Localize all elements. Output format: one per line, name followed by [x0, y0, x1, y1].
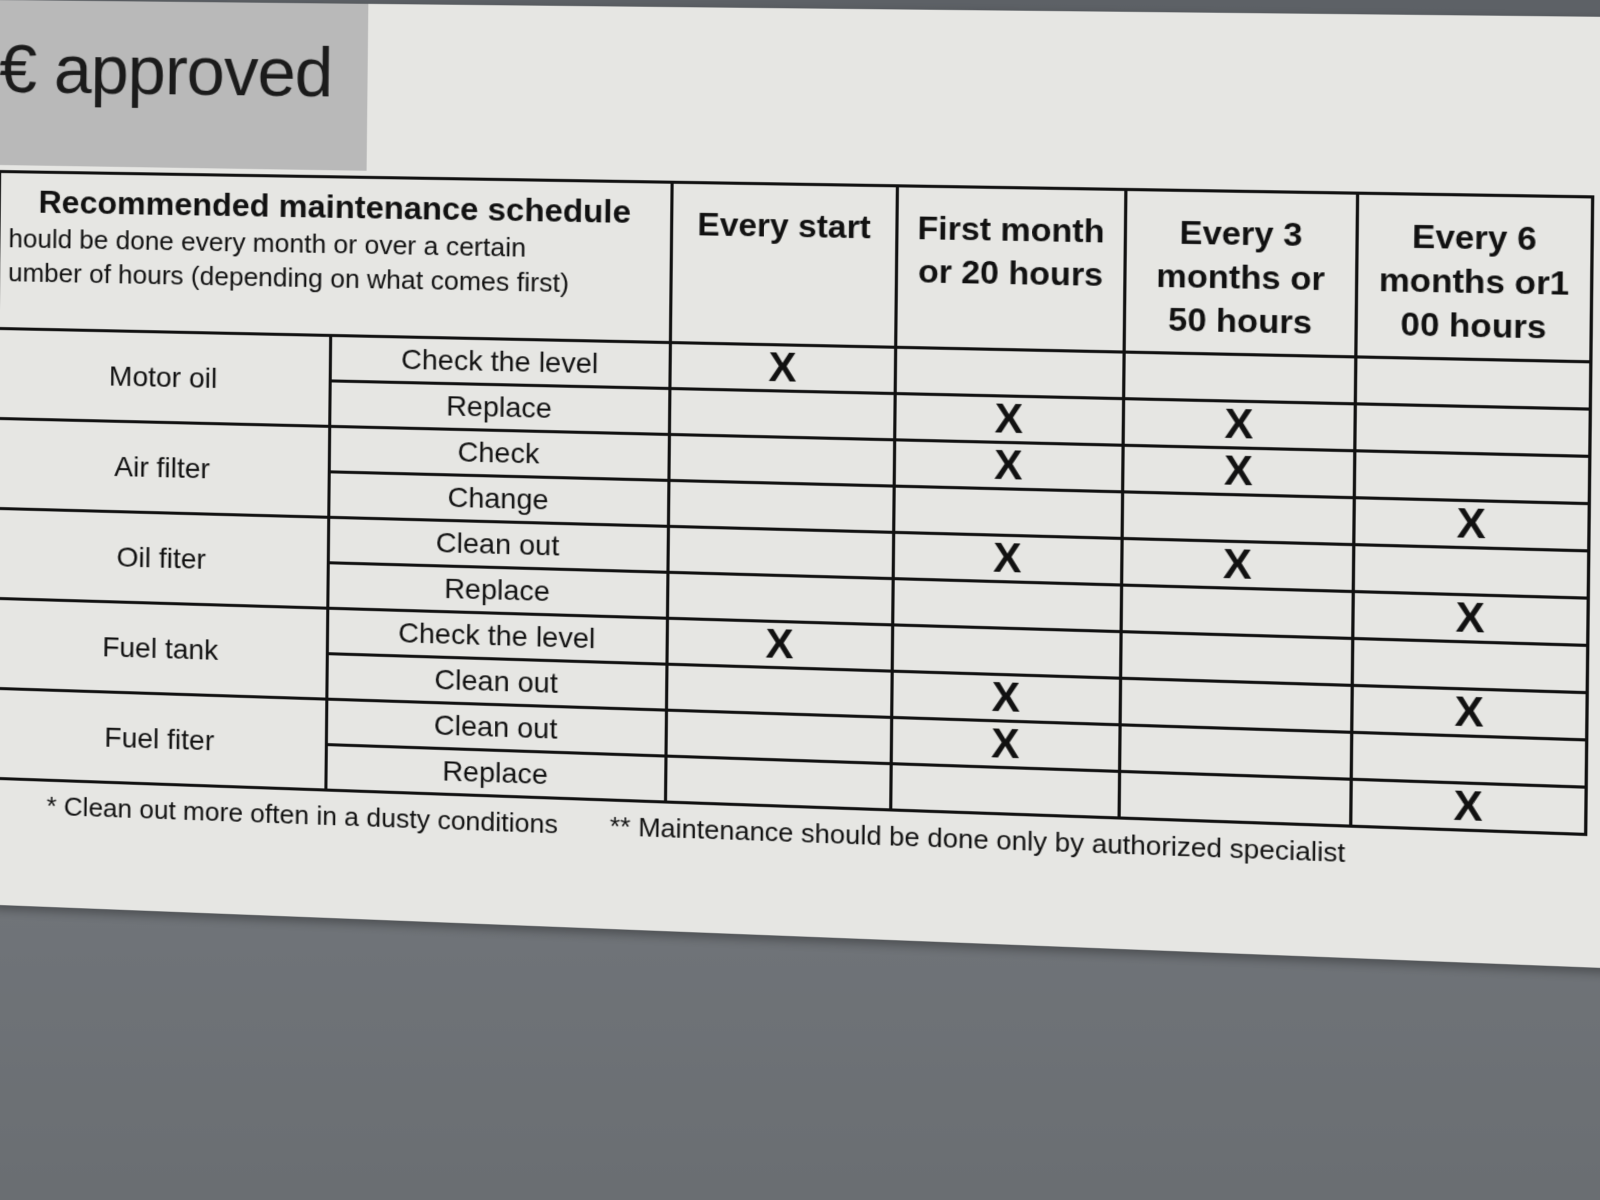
schedule-mark-cell	[1120, 631, 1353, 686]
schedule-mark-cell	[1123, 352, 1356, 404]
schedule-mark-cell: X	[891, 671, 1121, 725]
schedule-mark-cell	[1119, 724, 1352, 780]
schedule-mark-cell: X	[1121, 538, 1354, 592]
schedule-mark-cell	[1120, 678, 1353, 733]
component-cell: Oil fiter	[0, 508, 329, 609]
schedule-mark-cell	[892, 578, 1122, 632]
brand-text: € approved	[0, 30, 333, 112]
schedule-mark-cell	[1122, 491, 1355, 545]
action-cell: Check the level	[330, 335, 671, 389]
schedule-mark-cell	[667, 526, 894, 579]
schedule-mark-cell	[1354, 450, 1590, 504]
schedule-mark-cell	[1355, 356, 1591, 410]
schedule-mark-cell	[895, 347, 1125, 399]
component-cell: Fuel tank	[0, 598, 328, 700]
column-header: Every start	[670, 182, 898, 348]
action-cell: Replace	[329, 380, 670, 435]
component-cell: Fuel fiter	[0, 688, 327, 791]
schedule-mark-cell	[1119, 771, 1352, 827]
footer-note-dust: * Clean out more often in a dusty condit…	[46, 790, 559, 840]
schedule-mark-cell	[892, 624, 1122, 679]
schedule-mark-cell	[665, 756, 892, 810]
schedule-mark-cell	[666, 710, 892, 764]
schedule-mark-cell	[668, 480, 895, 533]
schedule-mark-cell: X	[1353, 497, 1590, 551]
brand-label: € approved	[0, 0, 369, 171]
schedule-mark-cell: X	[891, 717, 1121, 772]
schedule-mark-cell	[1353, 544, 1589, 599]
schedule-mark-cell	[667, 572, 894, 625]
schedule-mark-cell	[1354, 403, 1591, 457]
schedule-mark-cell: X	[894, 393, 1124, 446]
schedule-mark-cell	[668, 434, 895, 487]
schedule-mark-cell	[666, 664, 893, 718]
schedule-mark-cell: X	[666, 618, 893, 672]
table-title-cell: Recommended maintenance schedule hould b…	[0, 171, 673, 343]
schedule-mark-cell: X	[894, 439, 1124, 492]
schedule-mark-cell: X	[1122, 445, 1355, 498]
schedule-mark-cell: X	[669, 342, 896, 394]
maintenance-table: Recommended maintenance schedule hould b…	[0, 170, 1594, 836]
schedule-mark-cell	[669, 388, 896, 440]
schedule-mark-cell: X	[1352, 591, 1589, 646]
column-header: Every 3 months or 50 hours	[1124, 189, 1358, 357]
schedule-mark-cell	[1121, 585, 1354, 639]
maintenance-sticker: € approved Recommended maintenance sched…	[0, 0, 1600, 969]
column-header: First month or 20 hours	[895, 185, 1126, 353]
schedule-mark-cell	[1352, 638, 1588, 693]
schedule-mark-cell: X	[1351, 685, 1588, 740]
component-cell: Air filter	[0, 418, 330, 518]
column-header: Every 6 months or1 00 hours	[1355, 193, 1593, 362]
component-cell: Motor oil	[0, 328, 331, 427]
schedule-mark-cell: X	[893, 532, 1123, 586]
schedule-mark-cell	[890, 763, 1120, 818]
schedule-mark-cell: X	[1350, 779, 1587, 835]
schedule-mark-cell	[1351, 732, 1587, 788]
schedule-mark-cell: X	[1123, 398, 1356, 451]
schedule-mark-cell	[893, 486, 1123, 539]
